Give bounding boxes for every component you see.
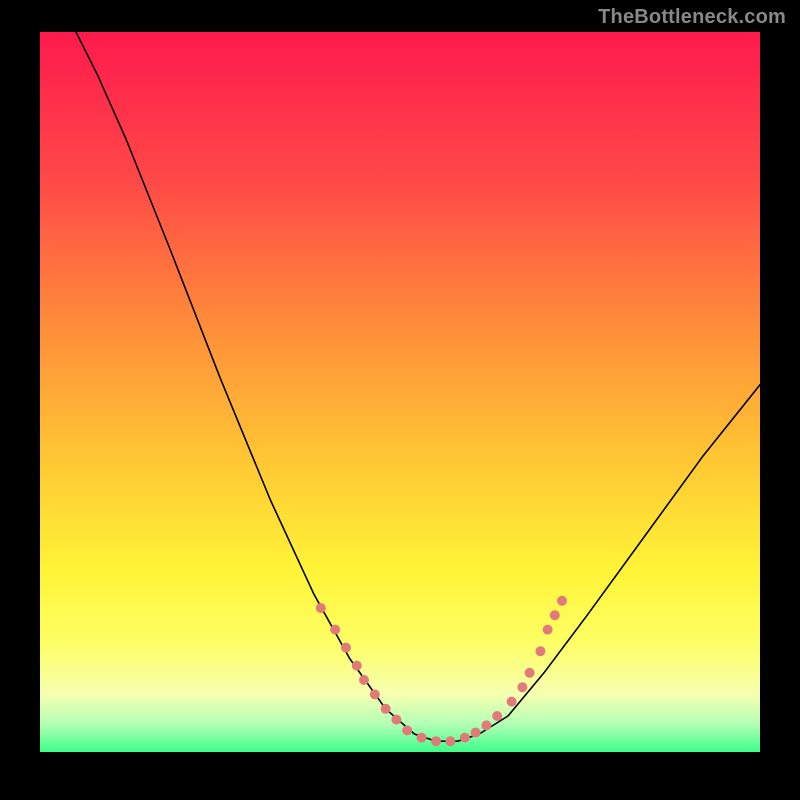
bottleneck-curve-chart <box>40 32 760 752</box>
watermark-text: TheBottleneck.com <box>598 6 786 29</box>
plot-area <box>40 32 760 752</box>
chart-container: { "watermark": { "text": "TheBottleneck.… <box>0 0 800 800</box>
